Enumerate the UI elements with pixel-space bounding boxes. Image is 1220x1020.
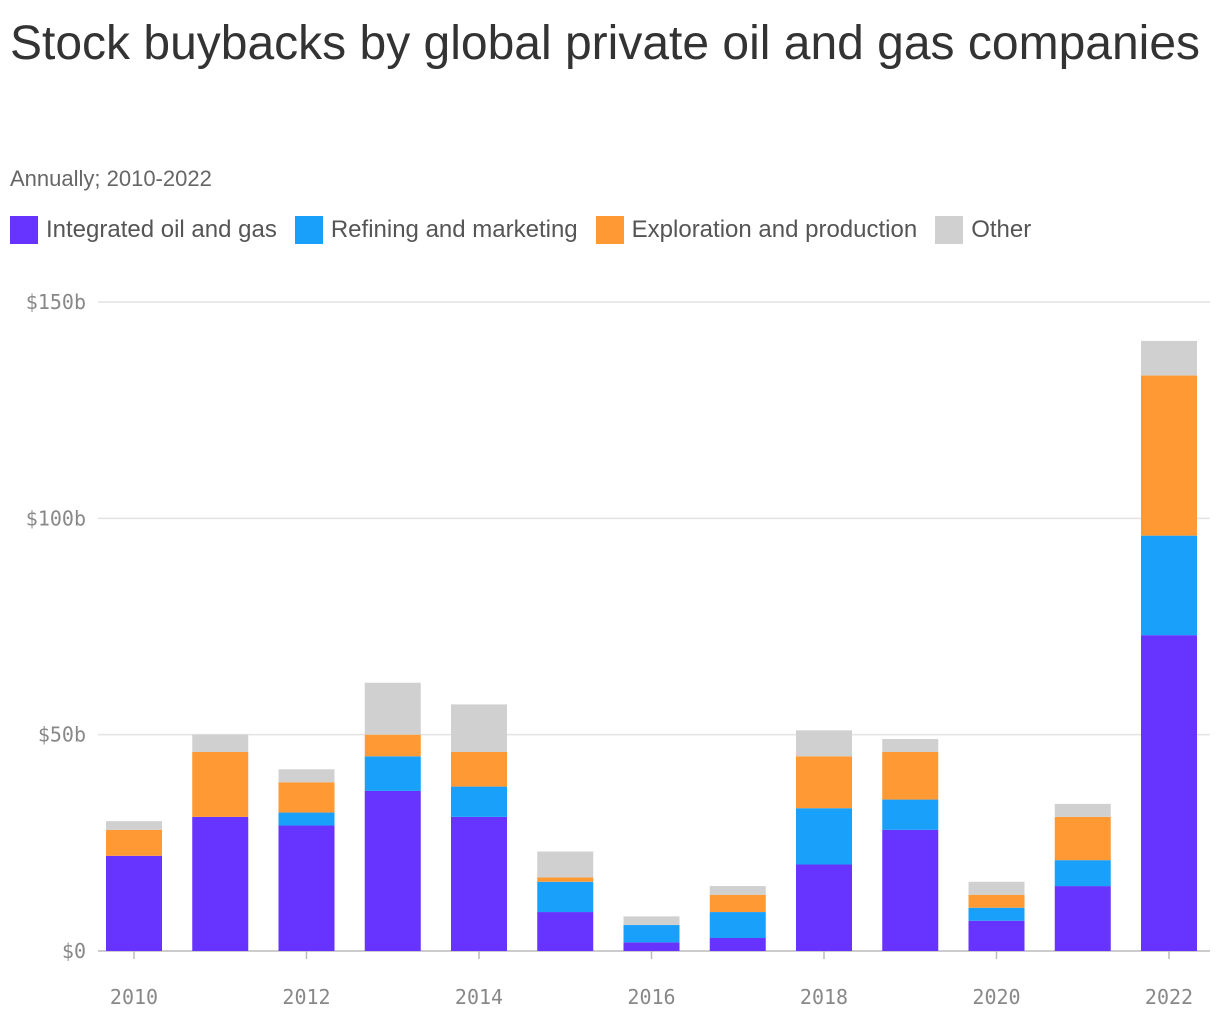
bar-segment-2013-1	[364, 756, 421, 791]
bar-segment-2011-3	[192, 734, 249, 752]
bar-segment-2014-2	[451, 751, 507, 787]
legend-swatch-other	[935, 216, 964, 244]
bar-segment-2022-0	[1141, 635, 1197, 951]
bar-segment-2018-0	[796, 864, 852, 951]
bar-segment-2022-2	[1141, 375, 1197, 536]
bar-segment-2018-2	[796, 756, 852, 809]
bar-segment-2022-3	[1141, 340, 1197, 376]
y-tick-label: $100b	[26, 506, 86, 530]
legend-swatch-exploration	[595, 216, 624, 244]
bar-segment-2020-3	[968, 881, 1025, 895]
bar-segment-2015-1	[537, 881, 594, 913]
x-tick-label: 2014	[455, 985, 503, 1009]
bar-segment-2022-1	[1141, 535, 1197, 636]
bar-segment-2015-3	[537, 851, 594, 878]
legend-swatch-integrated	[10, 216, 38, 244]
bar-segment-2014-3	[451, 704, 507, 752]
bar-segment-2019-0	[882, 829, 939, 951]
x-tick-label: 2020	[972, 985, 1020, 1009]
y-tick-label: $0	[62, 939, 86, 963]
bar-segment-2010-0	[106, 855, 162, 951]
x-tick-label: 2012	[282, 985, 330, 1009]
legend-swatch-refining	[294, 216, 323, 244]
bar-segment-2020-2	[968, 894, 1025, 908]
x-tick-label: 2018	[800, 985, 848, 1009]
bar-segment-2019-1	[882, 799, 939, 830]
bar-segment-2012-1	[278, 812, 335, 826]
bar-segment-2017-3	[709, 886, 766, 895]
x-tick-label: 2016	[627, 985, 675, 1009]
bar-segment-2018-1	[796, 808, 852, 865]
bar-segment-2015-2	[537, 877, 594, 882]
bar-segment-2019-3	[882, 738, 939, 752]
bar-segment-2017-1	[709, 912, 766, 939]
bar-segment-2010-3	[106, 821, 162, 830]
bar-segment-2017-0	[709, 938, 766, 951]
bar-segment-2016-3	[623, 916, 680, 926]
legend-label-exploration: Exploration and production	[631, 216, 918, 243]
legend-item-other: Other	[935, 216, 1031, 244]
legend-label-other: Other	[971, 216, 1032, 243]
legend: Integrated oil and gas Refining and mark…	[10, 216, 1049, 244]
bar-segment-2014-1	[451, 786, 507, 817]
bar-segment-2016-1	[623, 925, 680, 943]
bar-segment-2021-1	[1054, 860, 1111, 887]
chart-subtitle: Annually; 2010-2022	[10, 166, 212, 191]
legend-item-refining: Refining and marketing	[294, 216, 578, 244]
chart-title: Stock buybacks by global private oil and…	[10, 17, 1201, 70]
bar-segment-2011-2	[192, 751, 249, 817]
bar-segment-2021-2	[1054, 816, 1111, 861]
legend-item-exploration: Exploration and production	[595, 216, 918, 244]
bar-segment-2013-3	[364, 682, 421, 735]
bar-segment-2020-1	[968, 907, 1025, 921]
bar-segment-2014-0	[451, 816, 507, 951]
legend-item-integrated: Integrated oil and gas	[10, 216, 277, 244]
bar-segment-2016-0	[623, 942, 680, 951]
bar-segment-2015-0	[537, 912, 594, 951]
y-tick-label: $50b	[38, 723, 86, 747]
y-tick-label: $150b	[26, 290, 86, 314]
bar-segment-2017-2	[709, 894, 766, 913]
x-tick-label: 2010	[110, 985, 158, 1009]
bar-segment-2012-0	[278, 825, 335, 951]
bar-segment-2019-2	[882, 751, 939, 800]
bar-segment-2013-2	[364, 734, 421, 757]
x-tick-label: 2022	[1145, 985, 1193, 1009]
bar-segment-2011-0	[192, 816, 249, 951]
legend-label-refining: Refining and marketing	[330, 216, 578, 243]
bar-segment-2021-3	[1054, 803, 1111, 817]
bar-segment-2012-3	[278, 769, 335, 783]
bar-segment-2013-0	[364, 790, 421, 951]
bar-segment-2010-2	[106, 829, 162, 856]
bar-segment-2018-3	[796, 730, 852, 757]
bar-segment-2021-0	[1054, 886, 1111, 951]
bar-segment-2020-0	[968, 920, 1025, 951]
legend-label-integrated: Integrated oil and gas	[46, 216, 277, 243]
bar-segment-2012-2	[278, 782, 335, 813]
